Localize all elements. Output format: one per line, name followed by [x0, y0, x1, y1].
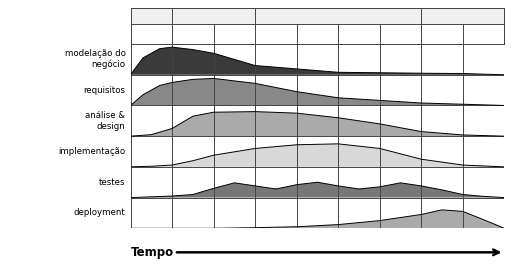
- Polygon shape: [131, 210, 504, 228]
- Text: C1: C1: [268, 29, 283, 39]
- Polygon shape: [131, 112, 504, 136]
- Polygon shape: [131, 144, 504, 167]
- Text: C4: C4: [393, 29, 408, 39]
- Text: testes: testes: [99, 178, 125, 187]
- Text: requisitos: requisitos: [83, 86, 125, 95]
- Text: T1: T1: [435, 29, 449, 39]
- Text: modelação do
negócio: modelação do negócio: [65, 49, 125, 69]
- Text: Transition: Transition: [442, 11, 483, 21]
- Text: T2: T2: [476, 29, 491, 39]
- Text: Tempo: Tempo: [131, 246, 174, 259]
- Text: Inception: Inception: [132, 11, 171, 21]
- Polygon shape: [131, 47, 504, 75]
- Text: análise &
design: análise & design: [86, 111, 125, 131]
- Text: Construction: Construction: [311, 11, 365, 21]
- Text: I1: I1: [146, 29, 157, 39]
- Text: E2: E2: [227, 29, 242, 39]
- Text: Elaboration: Elaboration: [189, 11, 238, 21]
- Text: C3: C3: [352, 29, 367, 39]
- Text: implementação: implementação: [58, 147, 125, 156]
- Polygon shape: [131, 78, 504, 105]
- Polygon shape: [131, 182, 504, 198]
- Text: deployment: deployment: [74, 209, 125, 217]
- Text: C2: C2: [310, 29, 325, 39]
- Text: E1: E1: [186, 29, 200, 39]
